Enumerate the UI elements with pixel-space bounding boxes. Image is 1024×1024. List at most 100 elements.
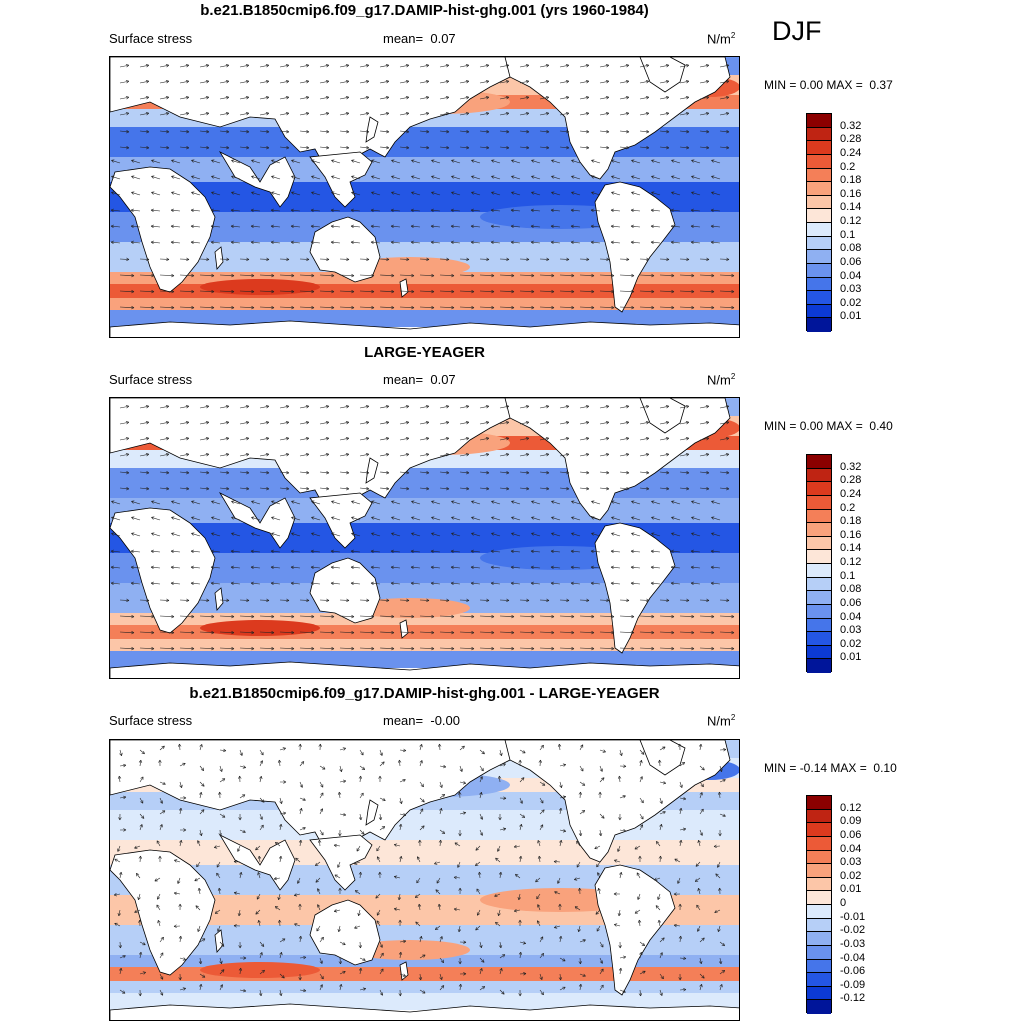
wind-arrow — [671, 566, 681, 569]
wind-arrow — [591, 225, 601, 228]
wind-arrow-head — [714, 909, 718, 914]
colorbar-swatch — [807, 645, 831, 660]
wind-arrow-head — [426, 145, 430, 150]
wind-arrow — [399, 290, 414, 292]
wind-arrow — [219, 306, 234, 308]
wind-arrow — [119, 80, 129, 84]
wind-arrow-head — [397, 759, 402, 763]
wind-arrow-head — [362, 987, 367, 991]
wind-arrow — [179, 453, 189, 457]
wind-arrow-head — [365, 112, 370, 116]
wind-arrow-head — [238, 817, 242, 821]
wind-arrow — [159, 453, 169, 457]
wind-arrow-head — [671, 614, 675, 619]
wind-arrow — [411, 209, 421, 212]
wind-arrow-head — [270, 240, 274, 245]
wind-arrow-head — [186, 470, 190, 475]
wind-arrow-head — [206, 129, 210, 134]
wind-arrow-head — [566, 470, 570, 475]
wind-arrow-head — [617, 775, 622, 779]
wind-arrow-head — [626, 470, 630, 475]
wind-arrow-head — [385, 80, 390, 84]
wind-arrow-head — [598, 832, 603, 837]
wind-arrow — [139, 421, 149, 425]
wind-arrow-head — [131, 273, 135, 278]
wind-arrow-head — [211, 630, 215, 635]
wind-arrow-head — [671, 191, 675, 195]
wind-arrow-head — [457, 864, 461, 868]
wind-arrow — [339, 421, 349, 425]
wind-arrow-head — [320, 784, 324, 788]
colorbar-swatch — [807, 495, 831, 510]
wind-arrow — [219, 112, 229, 116]
wind-arrow — [539, 781, 546, 786]
wind-arrow-head — [611, 191, 615, 195]
wind-arrow — [319, 306, 334, 308]
wind-arrow — [699, 808, 704, 815]
wind-arrow — [299, 290, 314, 292]
wind-arrow-head — [211, 500, 215, 504]
wind-arrow — [671, 550, 681, 553]
wind-arrow — [519, 405, 529, 409]
wind-arrow-head — [365, 96, 370, 100]
wind-arrow — [519, 824, 522, 831]
wind-arrow-head — [606, 257, 610, 262]
colorbar-tick-label: 0.08 — [840, 242, 862, 255]
wind-arrow-head — [706, 598, 710, 603]
wind-arrow — [639, 776, 643, 783]
wind-arrow — [591, 192, 601, 196]
wind-arrow — [179, 487, 189, 490]
wind-arrow-head — [591, 500, 595, 504]
wind-arrow — [191, 533, 201, 537]
wind-arrow-head — [366, 598, 370, 603]
wind-arrow — [199, 487, 209, 490]
wind-arrow-head — [411, 516, 415, 520]
wind-arrow — [399, 437, 409, 441]
wind-arrow — [191, 550, 201, 553]
colorbar-swatch — [807, 550, 831, 564]
wind-arrow — [471, 225, 481, 228]
wind-arrow-head — [525, 453, 530, 457]
colorbar-tick-label: 0.24 — [840, 487, 862, 500]
wind-arrow — [459, 471, 469, 474]
wind-arrow-head — [511, 516, 515, 520]
wind-arrow — [339, 146, 349, 149]
wind-arrow — [376, 845, 381, 852]
wind-arrow — [479, 968, 483, 975]
map-svg — [110, 740, 739, 1020]
wind-arrow — [359, 471, 369, 474]
wind-arrow-head — [511, 532, 515, 536]
wind-arrow-head — [485, 405, 490, 409]
wind-arrow — [659, 453, 669, 457]
wind-arrow — [211, 533, 221, 537]
wind-arrow-head — [145, 453, 150, 457]
wind-arrow-head — [545, 437, 550, 441]
wind-arrow-head — [318, 743, 322, 747]
mean-readout: mean= -0.00 — [383, 713, 460, 728]
wind-arrow — [619, 274, 634, 276]
wind-arrow — [651, 550, 661, 553]
wind-arrow-head — [585, 453, 590, 457]
wind-arrow — [591, 501, 601, 505]
wind-arrow — [399, 421, 409, 425]
wind-arrow — [579, 112, 589, 116]
wind-arrow — [651, 160, 661, 164]
wind-arrow — [279, 797, 283, 804]
wind-arrow-head — [135, 873, 140, 877]
wind-arrow — [239, 829, 246, 833]
wind-arrow-head — [466, 486, 470, 491]
wind-arrow-head — [673, 923, 677, 928]
wind-arrow-head — [111, 175, 115, 179]
wind-arrow — [139, 824, 143, 831]
wind-arrow — [179, 96, 189, 100]
wind-arrow — [416, 877, 421, 884]
wind-arrow-head — [411, 500, 415, 504]
wind-arrow-head — [237, 912, 242, 917]
wind-arrow — [339, 130, 349, 133]
wind-arrow — [551, 241, 561, 244]
wind-arrow — [179, 647, 194, 649]
wind-arrow-head — [146, 257, 150, 262]
wind-arrow — [151, 241, 161, 244]
wind-arrow — [637, 893, 641, 900]
wind-arrow-head — [625, 421, 630, 425]
